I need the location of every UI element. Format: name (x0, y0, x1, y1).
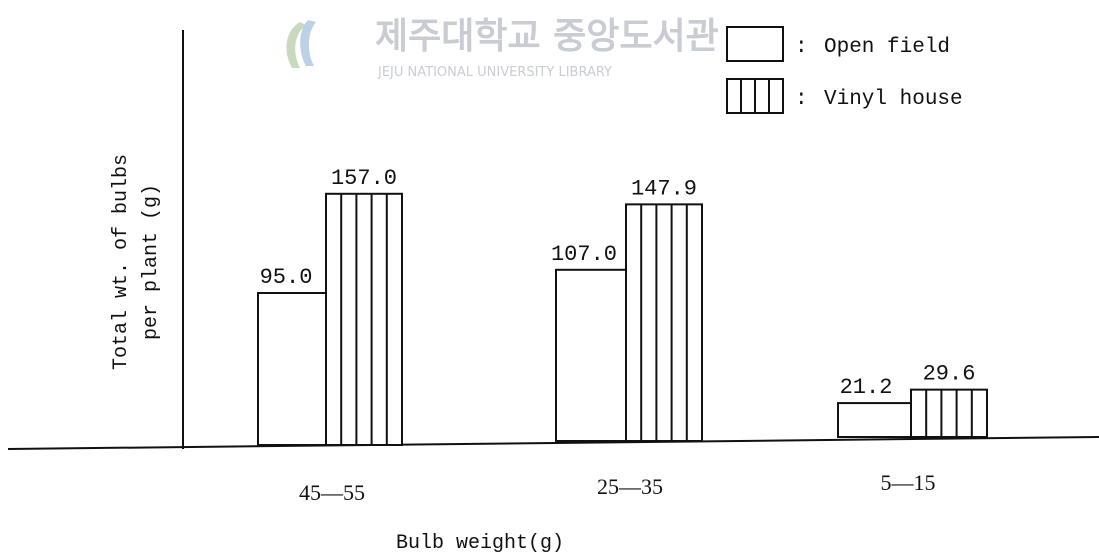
x-tick-label: 5—15 (881, 470, 936, 495)
legend-separator: : (795, 88, 808, 111)
bar-value-label: 95.0 (260, 265, 313, 290)
legend-label-open-field: Open field (824, 36, 950, 59)
bar-vinyl-house (910, 388, 988, 439)
legend-item-open-field: : Open field (726, 26, 950, 62)
bars-group (257, 192, 988, 446)
x-tick-labels: 45—55 25—35 5—15 (299, 470, 936, 505)
bar-value-label: 107.0 (551, 242, 617, 267)
bar-value-label: 147.9 (631, 176, 697, 201)
y-axis-label-line2: per plant (g) (140, 184, 163, 340)
y-axis-label-line1: Total wt. of bulbs (110, 154, 133, 370)
watermark-subtitle: JEJU NATIONAL UNIVERSITY LIBRARY (377, 65, 612, 80)
bar-vinyl-house (625, 203, 703, 442)
legend-swatch-plain (726, 26, 784, 62)
x-tick-label: 45—55 (299, 480, 365, 505)
legend-label-vinyl-house: Vinyl house (824, 88, 963, 111)
bar-value-label: 29.6 (923, 362, 976, 387)
y-axis-label: Total wt. of bulbs per plant (g) (110, 154, 163, 370)
bar-value-label: 21.2 (840, 375, 893, 400)
watermark-logo (286, 20, 316, 68)
legend-item-vinyl-house: : Vinyl house (726, 78, 963, 114)
bar-value-labels: 95.0 157.0 107.0 147.9 21.2 29.6 (260, 166, 976, 400)
bar-open-field (555, 268, 627, 442)
x-axis-title: Bulb weight(g) (396, 532, 564, 555)
legend: : Open field : Vinyl house (726, 26, 963, 114)
watermark: 제주대학교 중앙도서관 JEJU NATIONAL UNIVERSITY LIB… (286, 16, 719, 80)
x-axis-line (7, 436, 1099, 450)
legend-separator: : (795, 36, 808, 59)
bar-open-field (257, 292, 327, 446)
bar-open-field (837, 402, 912, 438)
bar-value-label: 157.0 (331, 166, 397, 191)
watermark-title: 제주대학교 중앙도서관 (375, 16, 719, 57)
x-tick-label: 25—35 (597, 474, 663, 499)
bar-vinyl-house (325, 192, 403, 446)
